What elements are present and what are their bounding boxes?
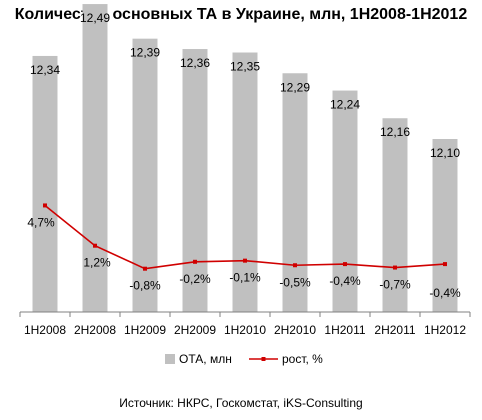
x-tick-label: 1H2010 xyxy=(224,323,266,337)
legend-bar-swatch xyxy=(165,354,175,364)
bar-1H2010 xyxy=(232,52,258,312)
bar-value-label: 12,24 xyxy=(330,98,360,112)
x-tick-label: 1H2011 xyxy=(324,323,365,337)
x-tick-label: 2H2008 xyxy=(74,323,116,337)
growth-value-label: -0,1% xyxy=(229,271,261,285)
growth-value-label: 1,2% xyxy=(83,256,111,270)
chart-title: Количество основных ТА в Украине, млн, 1… xyxy=(14,6,468,23)
legend-bar-label: ОТА, млн xyxy=(179,352,232,366)
growth-point-1H2012 xyxy=(443,262,447,267)
bars-layer xyxy=(32,4,458,313)
x-tick-label: 1H2012 xyxy=(424,323,466,337)
bar-1H2012 xyxy=(432,139,458,312)
bar-value-label: 12,36 xyxy=(180,56,210,70)
growth-value-label: 4,7% xyxy=(27,215,55,229)
x-tick-label: 2H2011 xyxy=(374,323,415,337)
growth-point-2H2010 xyxy=(293,263,297,268)
bar-value-label: 12,34 xyxy=(30,63,60,77)
bar-1H2011 xyxy=(332,90,358,312)
bar-2H2008 xyxy=(82,4,108,313)
growth-line-layer xyxy=(43,203,447,271)
x-tick-label: 2H2009 xyxy=(174,323,216,337)
growth-point-1H2011 xyxy=(343,262,347,267)
bar-2H2010 xyxy=(282,73,308,312)
source-note: Источник: НКРС, Госкомстат, iKS-Consulti… xyxy=(119,396,363,410)
bar-value-label: 12,29 xyxy=(280,80,310,94)
bar-2H2009 xyxy=(182,49,208,312)
growth-value-label: -0,4% xyxy=(429,286,461,300)
growth-point-1H2008 xyxy=(43,203,47,208)
growth-point-1H2010 xyxy=(243,258,247,263)
x-tick-label: 1H2009 xyxy=(124,323,166,337)
bar-value-label: 12,39 xyxy=(130,46,160,60)
bar-value-label: 12,16 xyxy=(380,125,410,139)
growth-value-label: -0,2% xyxy=(179,272,211,286)
bar-value-label: 12,49 xyxy=(80,11,110,25)
x-tick-label: 2H2010 xyxy=(274,323,316,337)
growth-value-label: -0,8% xyxy=(129,279,161,293)
growth-value-label: -0,5% xyxy=(279,275,311,289)
legend-line-marker xyxy=(261,357,266,361)
growth-point-2H2011 xyxy=(393,265,397,270)
labels-layer: 12,34 12,49 12,39 12,36 12,35 12,29 12,24 12,16… xyxy=(27,11,461,300)
bar-1H2009 xyxy=(132,38,158,312)
bar-1H2008 xyxy=(32,55,58,313)
x-tick-label: 1H2008 xyxy=(24,323,66,337)
growth-point-2H2008 xyxy=(93,243,97,248)
bar-value-label: 12,10 xyxy=(430,146,460,160)
growth-value-label: -0,4% xyxy=(329,274,361,288)
bar-2H2011 xyxy=(382,118,408,313)
bar-value-label: 12,35 xyxy=(230,60,260,74)
legend-line-label: рост, % xyxy=(282,352,323,366)
growth-value-label: -0,7% xyxy=(379,278,411,292)
growth-point-1H2009 xyxy=(143,266,147,271)
x-axis: 1H2008 2H2008 1H2009 2H2009 1H2010 2H2010 1H20… xyxy=(19,311,471,337)
growth-point-2H2009 xyxy=(193,259,197,264)
legend: ОТА, млн рост, % xyxy=(165,352,323,366)
